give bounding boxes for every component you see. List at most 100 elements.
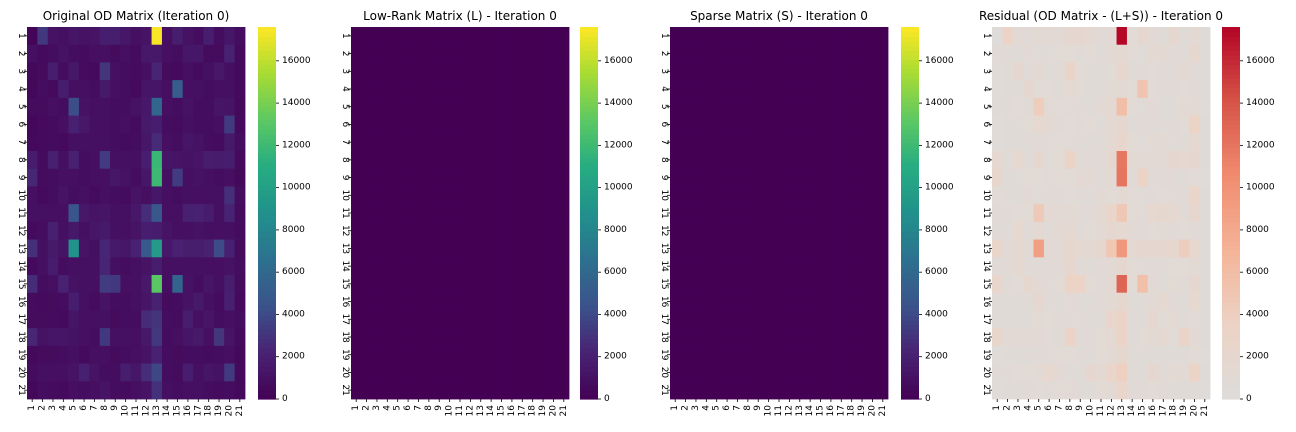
heatmap-cell bbox=[1199, 168, 1211, 187]
heatmap-cell bbox=[454, 363, 466, 382]
heatmap-cell bbox=[732, 239, 744, 258]
heatmap-cell bbox=[711, 97, 723, 116]
colorbar-segment bbox=[901, 301, 919, 307]
heatmap-cell bbox=[690, 381, 702, 400]
colorbar-segment bbox=[258, 296, 276, 302]
heatmap-cell bbox=[213, 204, 225, 223]
heatmap-cell bbox=[1033, 204, 1045, 223]
heatmap-cell bbox=[234, 328, 246, 347]
heatmap-cell bbox=[1147, 363, 1159, 382]
heatmap-cell bbox=[763, 292, 775, 311]
heatmap-cell bbox=[465, 133, 476, 152]
colorbar-segment bbox=[580, 189, 598, 195]
heatmap-cell bbox=[711, 204, 723, 223]
y-tick-label: 20 bbox=[659, 367, 669, 379]
heatmap-cell bbox=[680, 97, 692, 116]
heatmap-cell bbox=[846, 257, 858, 276]
heatmap-cell bbox=[485, 275, 497, 294]
heatmap-cell bbox=[141, 186, 152, 205]
heatmap-cell bbox=[1002, 381, 1014, 400]
heatmap-cell bbox=[1199, 186, 1211, 205]
heatmap-cell bbox=[753, 310, 764, 329]
heatmap-cell bbox=[130, 239, 142, 258]
heatmap-cell bbox=[27, 97, 38, 116]
heatmap-cell bbox=[877, 80, 889, 99]
heatmap-cell bbox=[27, 151, 38, 170]
x-tick-label: 19 bbox=[538, 405, 548, 417]
heatmap-cell bbox=[1199, 310, 1211, 329]
heatmap-cell bbox=[68, 27, 80, 46]
heatmap-cell bbox=[361, 310, 373, 329]
heatmap-cell bbox=[1085, 133, 1097, 152]
heatmap-cell bbox=[527, 221, 539, 240]
heatmap-cell bbox=[721, 221, 733, 240]
heatmap-cell bbox=[773, 257, 785, 276]
heatmap-cell bbox=[172, 204, 184, 223]
colorbar-segment bbox=[1222, 59, 1240, 65]
heatmap-cell bbox=[1199, 115, 1211, 134]
heatmap-cell bbox=[1178, 345, 1190, 364]
heatmap-cell bbox=[846, 328, 858, 347]
colorbar-segment bbox=[1222, 129, 1240, 135]
y-tick-label: 2 bbox=[340, 51, 350, 57]
heatmap-cell bbox=[763, 168, 775, 187]
colorbar-segment bbox=[901, 329, 919, 335]
heatmap-cell bbox=[27, 310, 38, 329]
heatmap-cell bbox=[465, 186, 476, 205]
heatmap-cell bbox=[992, 115, 1003, 134]
heatmap-cell bbox=[402, 345, 414, 364]
heatmap-cell bbox=[732, 27, 744, 46]
heatmap-cell bbox=[361, 186, 373, 205]
heatmap-cell bbox=[27, 363, 38, 382]
heatmap-cell bbox=[742, 115, 754, 134]
heatmap-cell bbox=[804, 345, 816, 364]
heatmap-cell bbox=[434, 257, 445, 276]
heatmap-cell bbox=[141, 363, 152, 382]
heatmap-cell bbox=[784, 310, 795, 329]
colorbar-segment bbox=[901, 138, 919, 144]
x-tick-label: 16 bbox=[507, 405, 517, 417]
heatmap-cell bbox=[680, 292, 692, 311]
colorbar-segment bbox=[1222, 124, 1240, 130]
heatmap-cell bbox=[1043, 328, 1055, 347]
heatmap-cell bbox=[763, 204, 775, 223]
heatmap-cell bbox=[99, 62, 111, 81]
heatmap-cell bbox=[1054, 168, 1066, 187]
heatmap-cell bbox=[68, 275, 80, 294]
x-tick-label: 21 bbox=[1200, 405, 1210, 416]
colorbar-segment bbox=[258, 96, 276, 102]
heatmap-cell bbox=[1054, 275, 1066, 294]
colorbar-segment bbox=[580, 87, 598, 93]
heatmap-cell bbox=[151, 310, 163, 329]
heatmap-cell bbox=[1116, 44, 1128, 63]
heatmap-cell bbox=[1064, 27, 1076, 46]
heatmap-cell bbox=[213, 133, 225, 152]
heatmap-cell bbox=[99, 97, 111, 116]
heatmap-cell bbox=[361, 275, 373, 294]
heatmap-cell bbox=[172, 328, 184, 347]
heatmap-cell bbox=[361, 151, 373, 170]
heatmap-cell bbox=[182, 97, 194, 116]
heatmap-cell bbox=[434, 97, 445, 116]
heatmap-cell bbox=[1033, 133, 1045, 152]
colorbar-segment bbox=[901, 366, 919, 372]
heatmap-cell bbox=[172, 62, 184, 81]
x-tick-label: 3 bbox=[1013, 405, 1023, 411]
heatmap-cell bbox=[361, 221, 373, 240]
heatmap-cell bbox=[753, 221, 764, 240]
x-tick-label: 5 bbox=[69, 405, 79, 411]
heatmap-cell bbox=[130, 292, 142, 311]
x-tick-label: 4 bbox=[58, 405, 68, 411]
heatmap-cell bbox=[99, 168, 111, 187]
heatmap-cell bbox=[742, 310, 754, 329]
heatmap-cell bbox=[548, 168, 560, 187]
colorbar-segment bbox=[1222, 161, 1240, 168]
heatmap-cell bbox=[537, 168, 549, 187]
heatmap-cell bbox=[537, 204, 549, 223]
heatmap-cell bbox=[517, 186, 528, 205]
heatmap-cell bbox=[1158, 80, 1169, 99]
colorbar-tick-label: 16000 bbox=[1246, 56, 1275, 66]
heatmap-cell bbox=[444, 151, 456, 170]
heatmap-cell bbox=[753, 115, 764, 134]
heatmap-cell bbox=[558, 44, 570, 63]
